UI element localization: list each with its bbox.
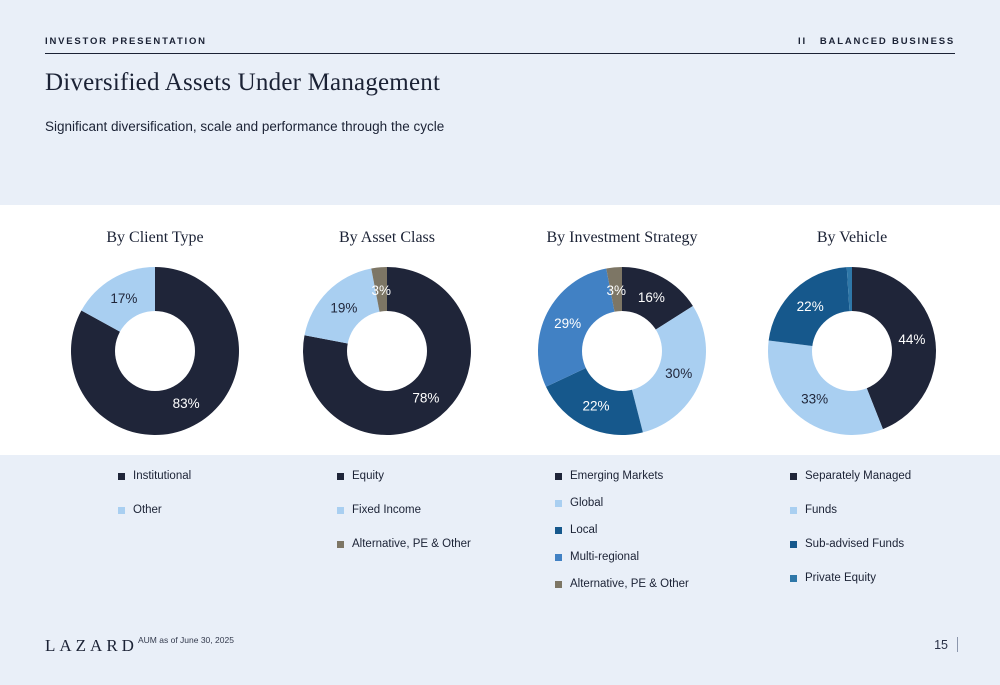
lazard-logo: LAZARD [45, 636, 138, 655]
aum-footnote: AUM as of June 30, 2025 [138, 635, 234, 645]
legend-label: Alternative, PE & Other [570, 578, 689, 590]
legend-item-private-equity: Private Equity [790, 569, 977, 587]
section-number: II [798, 36, 807, 47]
legend-label: Other [133, 504, 162, 516]
legend-item-equity: Equity [337, 467, 512, 485]
legend-label: Emerging Markets [570, 470, 664, 482]
page-number: 15 [934, 637, 948, 652]
legend-label: Multi-regional [570, 551, 640, 563]
slice-label: 29% [554, 316, 581, 331]
donut-hole [582, 311, 662, 391]
slice-label: 3% [372, 283, 392, 298]
legend-swatch-icon [555, 499, 562, 507]
legend-swatch-icon [118, 506, 125, 514]
legend-item-sub-advised-funds: Sub-advised Funds [790, 535, 977, 553]
donut-hole [812, 311, 892, 391]
section-label: BALANCED BUSINESS [819, 36, 955, 47]
legend-swatch-icon [555, 553, 562, 561]
chart-title: By Client Type [106, 229, 204, 246]
legend-swatch-icon [337, 506, 344, 514]
legend-item-alternative-pe-other: Alternative, PE & Other [337, 535, 512, 553]
legend-label: Fixed Income [352, 504, 422, 516]
page-number-divider [957, 637, 958, 652]
legend-item-institutional: Institutional [118, 467, 280, 485]
donut-segment-separately-managed [852, 267, 936, 430]
legend: Emerging Markets Global Local Multi-regiona… [497, 467, 747, 593]
section-header: II BALANCED BUSINESS [798, 36, 955, 47]
page-subtitle: Significant diversification, scale and p… [45, 119, 445, 134]
legend-item-fixed-income: Fixed Income [337, 501, 512, 519]
legend-swatch-icon [790, 540, 797, 548]
legend: Institutional Other [30, 467, 280, 519]
legend-swatch-icon [555, 526, 562, 534]
legend-label: Equity [352, 470, 384, 482]
legend-item-alternative-pe-other: Alternative, PE & Other [555, 575, 747, 593]
slice-label: 22% [582, 399, 609, 414]
donut-chart-container: 78% 19% 3% [262, 265, 512, 437]
donut-chart: 44% 33% 22% [767, 267, 936, 435]
legend-item-multi-regional: Multi-regional [555, 548, 747, 566]
header-divider [45, 53, 955, 54]
legend: Separately Managed Funds Sub-advised Funds… [727, 467, 977, 587]
legend-swatch-icon [118, 472, 125, 480]
slice-label: 33% [801, 392, 828, 407]
legend-swatch-icon [790, 506, 797, 514]
legend-label: Private Equity [805, 572, 876, 584]
chart-column-asset-class: By Asset Class 78% 19% 3% Equity Fixed Inco… [262, 229, 512, 569]
donut-chart: 83% 17% [70, 267, 239, 435]
legend-item-local: Local [555, 521, 747, 539]
chart-title: By Vehicle [816, 229, 888, 246]
legend-item-separately-managed: Separately Managed [790, 467, 977, 485]
donut-chart: 78% 19% 3% [303, 267, 472, 435]
slice-label: 16% [638, 290, 665, 305]
legend-item-global: Global [555, 494, 747, 512]
page-title: Diversified Assets Under Management [45, 69, 441, 96]
donut-hole [115, 311, 195, 391]
legend-item-emerging-markets: Emerging Markets [555, 467, 747, 485]
legend-item-other: Other [118, 501, 280, 519]
slice-label: 17% [110, 291, 137, 306]
legend-label: Funds [805, 504, 837, 516]
legend: Equity Fixed Income Alternative, PE & Othe… [262, 467, 512, 553]
presentation-label: INVESTOR PRESENTATION [45, 36, 207, 47]
donut-segment-global [622, 305, 706, 433]
chart-title: By Asset Class [338, 229, 435, 246]
chart-column-vehicle: By Vehicle 44% 33% 22% Separately Managed F… [727, 229, 977, 603]
slice-label: 78% [412, 391, 439, 406]
legend-label: Institutional [133, 470, 192, 482]
legend-label: Local [570, 524, 598, 536]
legend-swatch-icon [790, 574, 797, 582]
donut-chart: 16% 30% 22% 29% 3% [537, 267, 706, 436]
chart-column-investment-strategy: By Investment Strategy 16% 30% 22% 29% 3% Em… [497, 229, 747, 602]
chart-title: By Investment Strategy [546, 229, 698, 246]
legend-swatch-icon [555, 580, 562, 588]
legend-label: Alternative, PE & Other [352, 538, 471, 550]
page-number-block: 15 [934, 637, 958, 652]
slice-label: 30% [665, 366, 692, 381]
slice-label: 44% [898, 332, 925, 347]
donut-chart-container: 16% 30% 22% 29% 3% [497, 265, 747, 437]
slice-label: 83% [173, 396, 200, 411]
donut-chart-container: 44% 33% 22% [727, 265, 977, 437]
legend-swatch-icon [337, 540, 344, 548]
donut-hole [347, 311, 427, 391]
legend-swatch-icon [790, 472, 797, 480]
slice-label: 19% [330, 300, 357, 315]
legend-item-funds: Funds [790, 501, 977, 519]
legend-label: Sub-advised Funds [805, 538, 905, 550]
legend-swatch-icon [337, 472, 344, 480]
donut-chart-container: 83% 17% [30, 265, 280, 437]
legend-label: Global [570, 497, 604, 509]
chart-column-client-type: By Client Type 83% 17% Institutional Other [30, 229, 280, 535]
legend-label: Separately Managed [805, 470, 912, 482]
slice-label: 3% [607, 283, 627, 298]
legend-swatch-icon [555, 472, 562, 480]
slice-label: 22% [797, 299, 824, 314]
